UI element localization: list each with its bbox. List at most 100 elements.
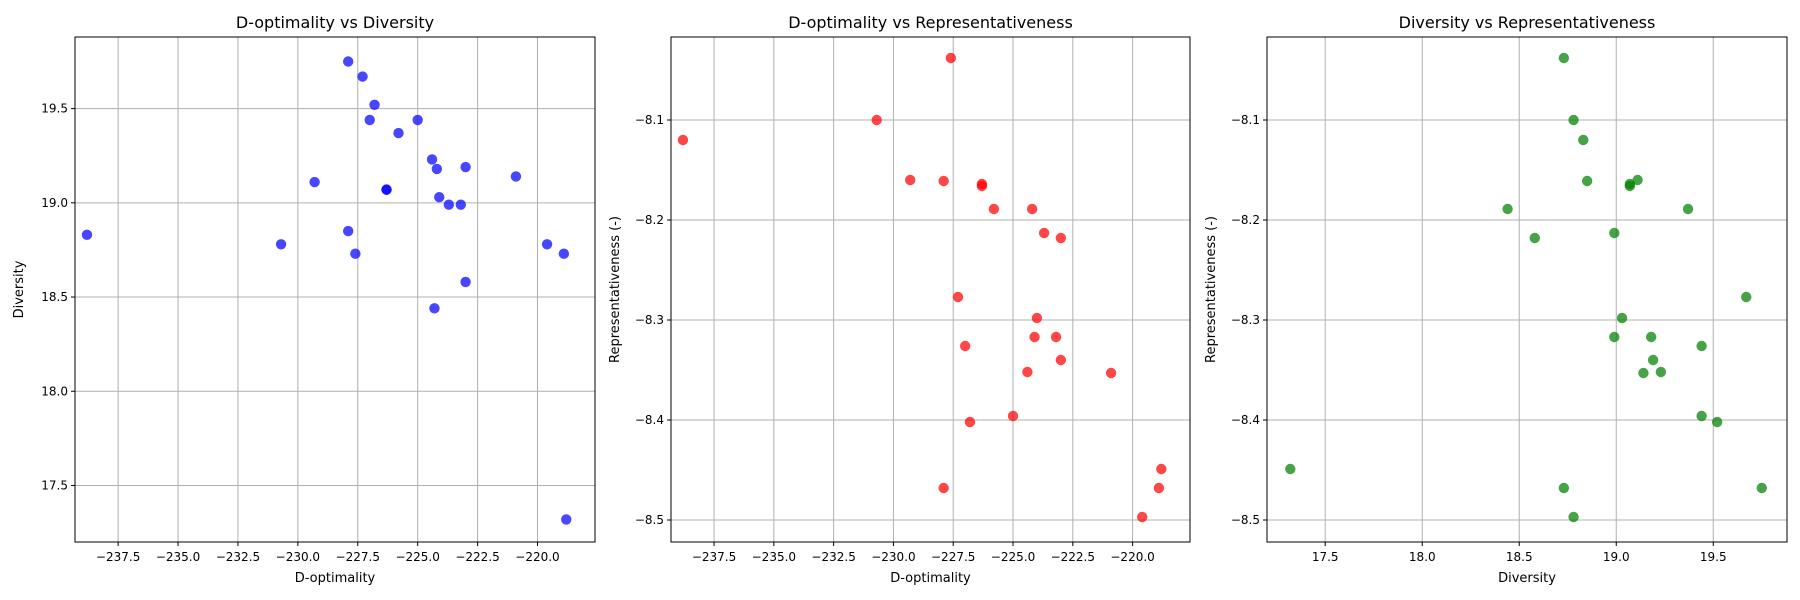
y-tick-label: −8.2 xyxy=(635,213,664,227)
y-tick-label: −8.4 xyxy=(635,413,664,427)
data-point xyxy=(81,229,93,241)
y-tick-label: 18.0 xyxy=(41,384,68,398)
data-point xyxy=(1055,232,1067,244)
data-point xyxy=(1655,366,1667,378)
data-point xyxy=(1007,410,1019,422)
data-point xyxy=(1638,367,1649,379)
data-point xyxy=(1609,331,1620,343)
data-point xyxy=(988,203,1000,215)
plot-frame xyxy=(670,36,1191,543)
x-axis-label: Diversity xyxy=(1498,571,1556,586)
data-point xyxy=(1682,203,1694,215)
data-point xyxy=(1711,416,1723,428)
data-point xyxy=(1632,174,1643,186)
data-point xyxy=(1624,180,1636,192)
plot-frame xyxy=(74,36,596,543)
x-tick-label: −235.0 xyxy=(752,550,796,564)
data-point xyxy=(309,176,320,188)
data-point xyxy=(342,225,354,237)
y-tick-label: 17.5 xyxy=(41,478,68,492)
x-tick-label: 17.5 xyxy=(1312,550,1339,564)
y-tick-label: 19.0 xyxy=(41,196,68,210)
y-axis-label: Diversity xyxy=(12,260,27,318)
data-point xyxy=(541,239,553,250)
plot-frame xyxy=(1266,36,1788,543)
data-point xyxy=(1558,482,1570,494)
x-tick-label: −225.0 xyxy=(991,550,1035,564)
data-point xyxy=(1568,511,1579,523)
data-point xyxy=(1741,291,1752,303)
x-axis-label: D-optimality xyxy=(295,571,376,586)
x-tick-label: 18.5 xyxy=(1506,550,1533,564)
data-point xyxy=(510,171,522,182)
x-tick-label: −227.5 xyxy=(336,550,380,564)
y-axis-label: Representativeness (-) xyxy=(1204,216,1219,363)
data-point xyxy=(904,174,916,186)
x-tick-label: −237.5 xyxy=(692,550,736,564)
subplot-2: −237.5 −235.0 −232.5 −230.0 −227.5 −225.0 −222… xyxy=(608,13,1191,586)
x-tick-label: −230.0 xyxy=(871,550,915,564)
data-point xyxy=(558,248,570,259)
y-tick-label: −8.1 xyxy=(1231,113,1260,127)
x-tick-label: −222.5 xyxy=(455,550,499,564)
data-point xyxy=(342,56,354,67)
data-point xyxy=(364,114,375,126)
y-tick-label: −8.3 xyxy=(1231,313,1260,327)
data-point xyxy=(1696,340,1707,352)
data-point xyxy=(1136,511,1148,523)
x-tick-label: −237.5 xyxy=(96,550,140,564)
x-tick-label: 18.0 xyxy=(1409,550,1436,564)
chart-title: Diversity vs Representativeness xyxy=(1399,13,1656,32)
data-point xyxy=(1050,331,1062,343)
data-point xyxy=(959,340,971,352)
y-tick-label: 19.5 xyxy=(41,102,68,116)
data-point xyxy=(871,114,882,126)
data-point xyxy=(1568,114,1579,126)
x-tick-label: −235.0 xyxy=(156,550,200,564)
data-point xyxy=(1038,227,1050,239)
data-point xyxy=(1055,354,1067,366)
x-tick-label: −232.5 xyxy=(216,550,260,564)
data-point xyxy=(1153,482,1165,494)
data-point xyxy=(1105,367,1117,379)
x-tick-label: 19.0 xyxy=(1603,550,1630,564)
data-point xyxy=(1285,463,1296,475)
data-point xyxy=(677,134,689,146)
data-point xyxy=(1696,410,1707,422)
x-tick-label: −220.0 xyxy=(515,550,559,564)
chart-title: D-optimality vs Representativeness xyxy=(788,13,1073,32)
data-point xyxy=(455,199,467,210)
data-point xyxy=(434,191,445,203)
data-point xyxy=(429,303,440,314)
x-tick-label: −227.5 xyxy=(931,550,975,564)
x-tick-label: −230.0 xyxy=(276,550,320,564)
data-point xyxy=(1026,203,1038,215)
data-point xyxy=(1558,52,1570,64)
data-point xyxy=(357,71,368,82)
y-tick-label: −8.5 xyxy=(635,513,664,527)
data-point xyxy=(945,52,957,64)
data-point xyxy=(1616,312,1628,324)
chart-title: D-optimality vs Diversity xyxy=(236,13,434,32)
y-tick-label: −8.1 xyxy=(635,113,664,127)
data-point xyxy=(1022,366,1033,378)
y-tick-label: −8.2 xyxy=(1231,213,1260,227)
data-point xyxy=(1647,354,1659,366)
data-point xyxy=(976,180,988,192)
y-tick-label: −8.3 xyxy=(635,313,664,327)
data-point xyxy=(426,154,438,165)
data-point xyxy=(1156,463,1167,475)
y-tick-label: −8.5 xyxy=(1231,513,1260,527)
data-point xyxy=(1529,232,1540,244)
data-point xyxy=(952,291,964,303)
x-tick-label: −232.5 xyxy=(811,550,855,564)
x-tick-label: −222.5 xyxy=(1051,550,1095,564)
y-tick-label: 18.5 xyxy=(41,290,68,304)
data-point xyxy=(561,514,572,525)
data-point xyxy=(275,239,287,250)
data-point xyxy=(1581,175,1593,187)
data-point xyxy=(1645,331,1657,343)
y-axis-label: Representativeness (-) xyxy=(608,216,623,363)
data-point xyxy=(431,163,443,175)
